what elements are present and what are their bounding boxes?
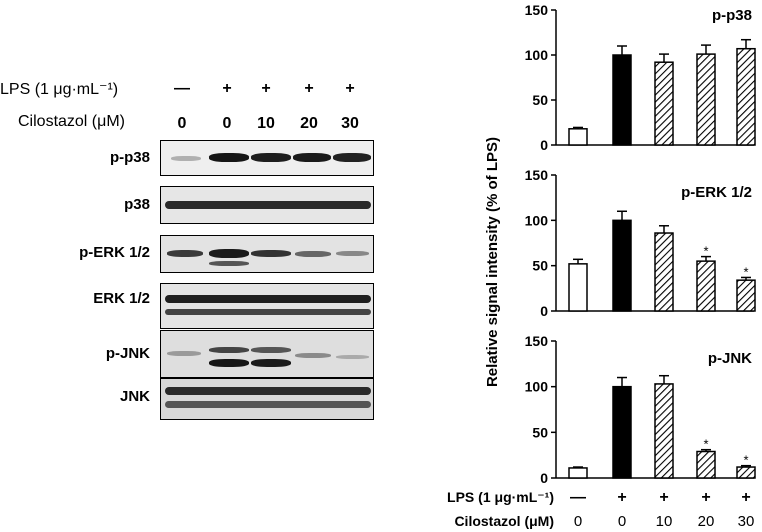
y-tick-label: 50 [532,92,548,108]
blot-panel-label: p-JNK [105,345,150,362]
blot-cilostazol-label: Cilostazol (μM) [18,113,126,130]
blot-band [293,153,331,162]
y-tick-label: 50 [532,424,548,440]
blot-band [251,347,291,353]
blot-panel-label: p-p38 [109,149,150,166]
blot-cilostazol-value: 10 [257,115,275,132]
y-axis-label: Relative signal intensity (% of LPS) [484,137,501,387]
panel-title: p-ERK 1/2 [681,184,752,201]
blot-band [336,355,369,359]
bar [654,383,674,479]
blot-band [165,201,371,209]
bar [568,128,588,146]
blot-lps-value: — [174,80,190,97]
y-tick-label: 100 [525,379,549,395]
blot-band [295,251,331,257]
x-lps-value: + [659,489,668,506]
blot-band [167,351,201,356]
blot-lps-label: LPS (1 μg·mL⁻¹) [0,81,119,98]
significance-marker: * [703,437,708,452]
y-tick-label: 100 [525,212,549,228]
blot-cilostazol-value: 0 [177,115,187,132]
blot-panel-p38 [160,186,374,224]
blot-band [165,387,371,395]
bar [568,467,588,479]
y-tick-label: 0 [540,137,548,153]
blot-band [209,347,249,353]
significance-marker: * [743,453,748,468]
blot-band [171,156,201,161]
bar [736,279,756,312]
x-lps-label: LPS (1 μg·mL⁻¹) [447,489,554,505]
bar [696,450,716,479]
blot-band [209,359,249,367]
y-tick-label: 150 [525,333,549,349]
blot-band [165,295,371,303]
x-lps-value: + [701,489,710,506]
blot-panel-p-p38 [160,140,374,176]
blot-band [209,153,249,162]
blot-panel-erk [160,283,374,329]
blot-band [251,359,291,367]
significance-marker: * [743,264,748,279]
y-tick-label: 100 [525,47,549,63]
blot-band [295,353,331,358]
significance-marker: * [703,244,708,259]
bar [612,54,632,146]
blot-band [251,250,291,257]
blot-band [209,249,249,258]
blot-band [333,153,371,162]
blot-cilostazol-value: 0 [222,115,232,132]
bar [736,47,756,146]
blot-cilostazol-value: 30 [341,115,359,132]
blot-panel-jnk [160,378,374,420]
blot-panel-label: p-ERK 1/2 [79,244,150,261]
blot-band [165,309,371,315]
blot-band [165,401,371,408]
bar [612,385,632,479]
bar [612,219,632,312]
y-tick-label: 150 [525,2,549,18]
x-tick-label: 20 [698,513,715,530]
blot-panel-p-jnk [160,330,374,378]
x-lps-value: + [617,489,626,506]
panel-title: p-JNK [708,350,752,367]
x-lps-value: — [570,489,586,506]
blot-cilostazol-value: 20 [300,115,318,132]
bar [696,260,716,312]
blot-band [251,153,291,162]
blot-lps-value: + [222,80,232,97]
panel-title: p-p38 [712,7,752,24]
blot-panel-p-erk [160,235,374,273]
blot-panel-label: ERK 1/2 [93,290,150,307]
x-lps-value: + [741,489,750,506]
y-tick-label: 0 [540,470,548,486]
y-tick-label: 50 [532,258,548,274]
y-tick-label: 150 [525,167,549,183]
y-tick-label: 0 [540,303,548,319]
blot-panel-label: JNK [119,388,150,405]
x-cilostazol-label: Cilostazol (μM) [454,513,554,529]
x-tick-label: 0 [618,513,626,530]
bar [568,263,588,312]
blot-lps-value: + [345,80,355,97]
x-tick-label: 30 [738,513,755,530]
bar [736,466,756,479]
blot-band [209,261,249,266]
x-tick-label: 10 [656,513,673,530]
x-tick-label: 0 [574,513,582,530]
bar [654,61,674,146]
blot-lps-value: + [261,80,271,97]
bar [696,53,716,146]
blot-band [336,251,369,256]
blot-panel-label: p38 [124,196,150,213]
blot-lps-value: + [304,80,314,97]
blot-band [167,250,203,257]
bar [654,232,674,312]
